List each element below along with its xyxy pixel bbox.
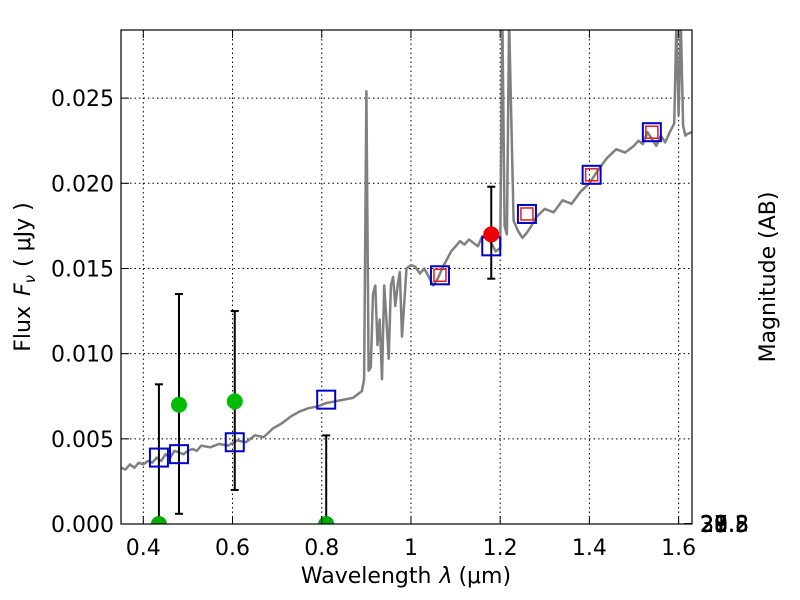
spectrum-line: [121, 30, 692, 471]
y-axis-title-subscript: ν: [21, 275, 39, 283]
y-tick-label: 0.005: [51, 428, 114, 453]
mag-tick-label: 30: [700, 513, 728, 538]
mag-tick-label: 28.2: [700, 513, 749, 538]
y-axis-title-prefix: Flux: [11, 306, 36, 352]
observed-point: [483, 226, 500, 243]
x-tick-label: 0.4: [126, 536, 161, 561]
model-square: [429, 265, 450, 286]
right-axis-title: Magnitude (AB): [756, 192, 781, 363]
y-axis-title: Flux Fν ( μJy ): [11, 202, 39, 351]
x-axis-title-units: (μm): [458, 564, 511, 589]
observed-point: [150, 516, 167, 524]
y-tick-label: 0.000: [51, 513, 114, 538]
x-axis-title-symbol: λ: [438, 564, 452, 589]
x-tick-label: 0.8: [304, 536, 339, 561]
x-axis-title-prefix: Wavelength: [301, 564, 432, 589]
model-square: [224, 432, 245, 453]
plot-frame: [120, 29, 693, 525]
mag-tick-label: 27.8: [700, 513, 749, 538]
ticks: 0.4 0.6 0.8 1 1.2 1.4 1.6 0.000 0.005 0.010 0.015 0…: [51, 30, 749, 561]
y-axis-title-symbol: F: [11, 283, 36, 296]
mag-tick-label: 29: [700, 513, 728, 538]
spectrum-layer: [121, 30, 692, 471]
mag-tick-label: 28.5: [700, 513, 749, 538]
y-tick-label: 0.025: [51, 87, 114, 112]
x-tick-label: 0.6: [215, 536, 250, 561]
x-tick-label: 1.4: [572, 536, 607, 561]
model-points: [148, 122, 662, 468]
model-square-inner: [433, 268, 447, 283]
x-axis-title: Wavelength λ (μm): [301, 564, 511, 589]
model-square: [316, 389, 337, 410]
model-square: [168, 444, 189, 465]
y-tick-label: 0.010: [51, 343, 114, 368]
observed-points: [150, 226, 500, 524]
y-axis-title-units: ( μJy ): [11, 202, 36, 267]
model-square: [516, 203, 537, 224]
model-square-inner: [645, 125, 659, 139]
y-tick-label: 0.020: [51, 172, 114, 197]
observed-point: [226, 393, 243, 410]
mag-tick-label: 28: [700, 513, 728, 538]
mag-tick-label: 31: [700, 513, 728, 538]
y-tick-label: 0.015: [51, 257, 114, 282]
model-square: [581, 164, 602, 185]
model-square: [148, 447, 169, 468]
error-bars: [154, 185, 496, 524]
x-tick-label: 1.2: [483, 536, 518, 561]
model-square-inner: [584, 168, 599, 182]
model-square: [641, 122, 662, 143]
mag-tick-label: 29.5: [700, 513, 749, 538]
model-square-inner: [520, 207, 534, 221]
observed-point: [170, 396, 187, 413]
x-tick-label: 1: [404, 536, 418, 561]
x-tick-label: 1.6: [661, 536, 696, 561]
